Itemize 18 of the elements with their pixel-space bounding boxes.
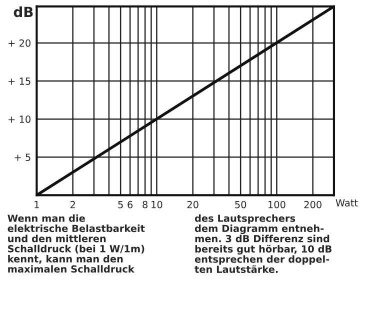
x-tick-label: 1: [34, 201, 39, 208]
x-tick-label: 50: [235, 200, 246, 208]
y-axis-title: dB: [14, 6, 33, 18]
x-tick-label: 20: [187, 200, 198, 208]
x-tick-label: 6: [128, 200, 133, 208]
y-tick-label: + 15: [8, 78, 30, 85]
x-tick-label: 2: [70, 200, 75, 208]
x-axis-title: Watt: [336, 199, 358, 206]
text: des Lautsprechers dem Diagramm entneh- men. 3 dB Differenz sind bereits gut hörbar, 10 dB entsprechen der doppel- ten Lautstärke.: [194, 214, 332, 273]
y-tick-label: + 10: [8, 116, 30, 123]
x-tick-label: 10: [152, 200, 162, 208]
x-tick-label: 5: [118, 201, 123, 208]
x-tick-label: 200: [304, 200, 322, 208]
y-tick-label: + 5: [14, 154, 30, 161]
x-tick-label: 8: [142, 200, 148, 208]
x-tick-label: 100: [268, 200, 286, 208]
text: Wenn man die elektrische Belastbarkeit und den mittleren Schalldruck (bei 1 W/1m) kennt, kann man den maximalen Schalldruck: [8, 214, 145, 273]
y-tick-label: + 20: [8, 39, 30, 47]
